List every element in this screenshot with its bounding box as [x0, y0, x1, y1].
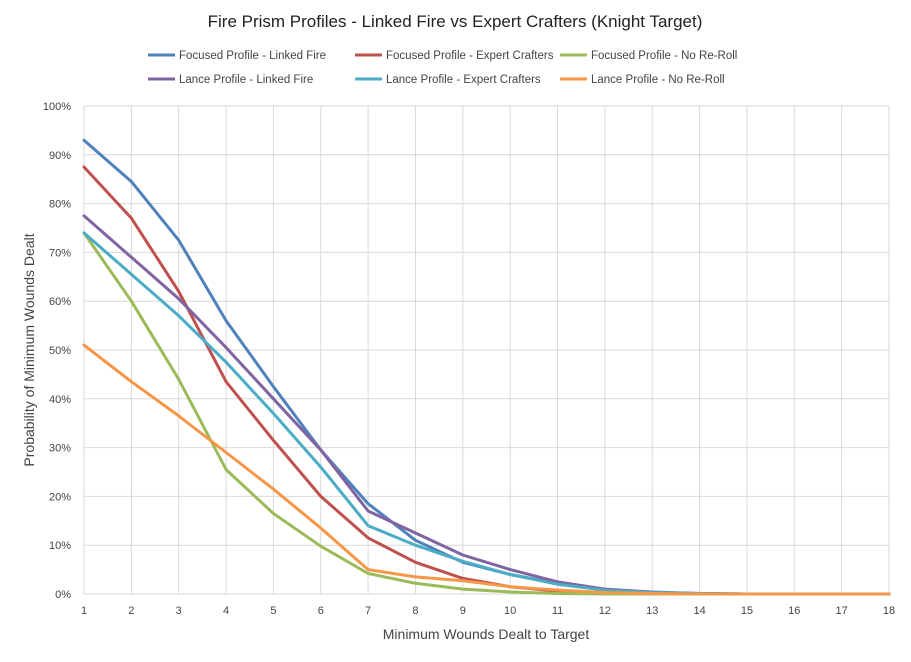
y-tick-label: 30%: [49, 443, 71, 455]
y-axis-title: Probability of Minimum Wounds Dealt: [21, 233, 37, 466]
x-tick-label: 8: [412, 605, 418, 617]
series-line: [82, 214, 891, 596]
legend: Focused Profile - Linked Fire Focused Pro…: [148, 50, 737, 86]
y-tick-label: 100%: [43, 101, 71, 113]
x-tick-label: 3: [176, 605, 182, 617]
legend-label: Lance Profile - Linked Fire: [179, 74, 313, 86]
x-tick-label: 6: [318, 605, 324, 617]
series-lines: [82, 138, 891, 596]
x-tick-label: 18: [883, 605, 895, 617]
y-tick-label: 40%: [49, 394, 71, 406]
x-tick-label: 4: [223, 605, 229, 617]
legend-label: Focused Profile - Linked Fire: [179, 50, 326, 62]
x-tick-label: 13: [646, 605, 658, 617]
x-tick-label: 10: [504, 605, 516, 617]
y-tick-label: 70%: [49, 247, 71, 259]
series-line: [82, 343, 891, 596]
x-tick-label: 5: [270, 605, 276, 617]
x-tick-label: 17: [836, 605, 848, 617]
x-axis-ticks: 1 2 3 4 5 6 7 8 9 10 11 12 13 14 15 16 17 18: [81, 605, 895, 617]
y-tick-label: 50%: [49, 345, 71, 357]
x-tick-label: 1: [81, 605, 87, 617]
chart-title: Fire Prism Profiles - Linked Fire vs Exp…: [208, 12, 703, 31]
y-tick-label: 20%: [49, 491, 71, 503]
x-axis-title: Minimum Wounds Dealt to Target: [383, 626, 590, 642]
x-tick-label: 16: [788, 605, 800, 617]
x-tick-label: 11: [552, 605, 563, 617]
y-axis-ticks: 0% 10% 20% 30% 40% 50% 60% 70% 80% 90% 100%: [43, 101, 71, 601]
x-tick-label: 7: [365, 605, 371, 617]
y-tick-label: 90%: [49, 150, 71, 162]
x-tick-label: 15: [741, 605, 753, 617]
x-tick-label: 14: [693, 605, 705, 617]
legend-label: Lance Profile - No Re-Roll: [591, 74, 725, 86]
x-tick-label: 2: [128, 605, 134, 617]
y-tick-label: 80%: [49, 199, 71, 211]
y-tick-label: 60%: [49, 296, 71, 308]
series-line: [82, 138, 891, 596]
legend-label: Focused Profile - Expert Crafters: [386, 50, 554, 62]
x-tick-label: 9: [460, 605, 466, 617]
x-tick-label: 12: [599, 605, 611, 617]
series-line: [82, 165, 891, 596]
legend-label: Focused Profile - No Re-Roll: [591, 50, 737, 62]
y-tick-label: 0%: [55, 589, 71, 601]
grid: [83, 105, 890, 595]
y-tick-label: 10%: [49, 540, 71, 552]
legend-label: Lance Profile - Expert Crafters: [386, 74, 541, 86]
